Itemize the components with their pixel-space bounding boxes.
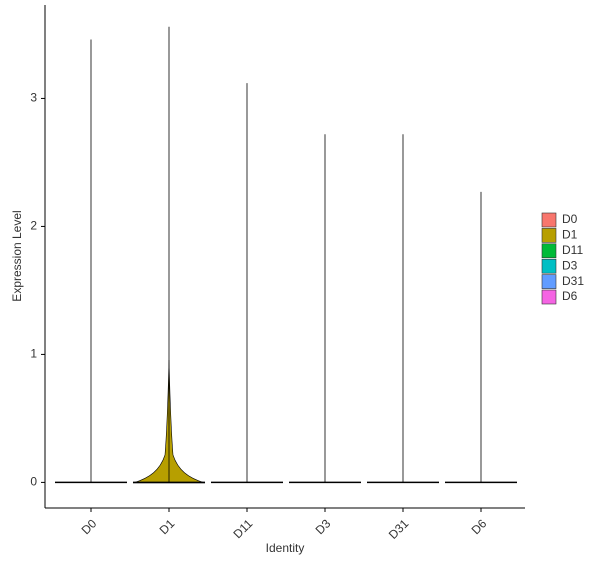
legend-label: D1 <box>562 228 578 242</box>
y-tick-label: 2 <box>30 219 37 233</box>
legend-swatch <box>541 243 557 259</box>
x-tick-label: D11 <box>231 516 256 541</box>
x-tick-label: D6 <box>469 516 490 537</box>
y-tick-label: 0 <box>30 475 37 489</box>
x-tick-label: D3 <box>313 516 334 537</box>
legend-swatch <box>541 228 557 243</box>
x-axis-title: Identity <box>266 541 305 555</box>
legend-label: D0 <box>562 212 578 226</box>
y-tick-label: 3 <box>30 91 37 105</box>
legend-swatch <box>541 289 557 305</box>
x-tick-label: D1 <box>157 516 178 537</box>
legend-swatch <box>541 212 557 228</box>
x-tick-label: D31 <box>386 516 412 542</box>
legend-label: D11 <box>562 243 583 257</box>
legend-swatch <box>541 258 557 274</box>
legend-label: D3 <box>562 258 578 272</box>
legend-label: D6 <box>562 289 578 303</box>
y-tick-label: 1 <box>30 347 37 361</box>
x-tick-label: D0 <box>79 516 100 537</box>
legend-label: D31 <box>562 274 584 288</box>
y-axis-title: Expression Level <box>10 210 24 301</box>
legend-swatch <box>541 274 557 289</box>
